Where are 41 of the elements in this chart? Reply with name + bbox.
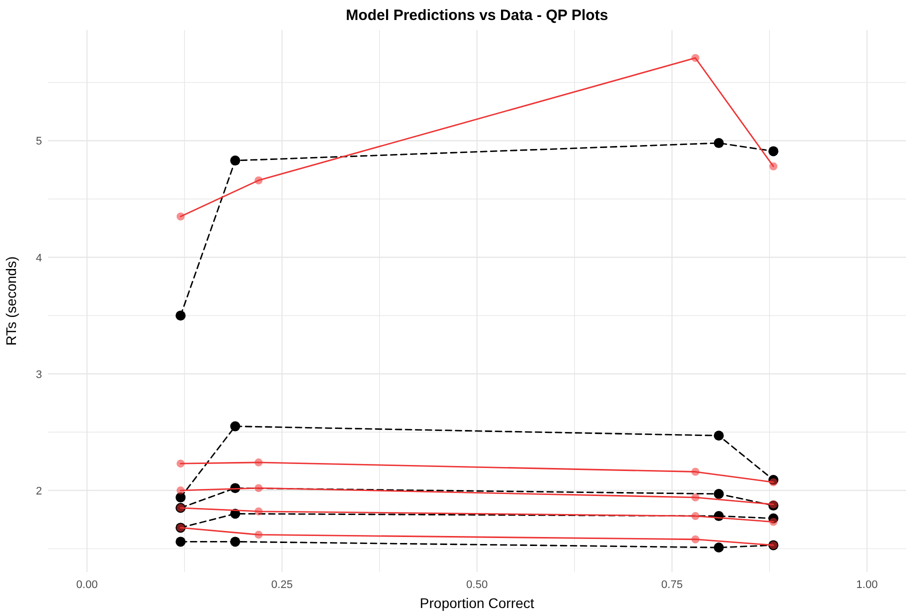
- point: [714, 488, 724, 499]
- x-tick-label: 0.50: [466, 579, 488, 591]
- y-tick-label: 3: [36, 368, 42, 381]
- point: [769, 478, 778, 486]
- x-tick-label: 0.25: [271, 579, 293, 591]
- point: [176, 310, 186, 321]
- point: [176, 536, 186, 547]
- y-axis-title: RTs (seconds): [3, 256, 19, 346]
- point: [714, 138, 724, 148]
- point: [176, 212, 185, 220]
- x-tick-label: 1.00: [856, 579, 878, 591]
- point: [176, 492, 186, 502]
- point: [714, 430, 724, 441]
- point: [768, 146, 778, 156]
- point: [254, 176, 263, 184]
- y-tick-label: 2: [36, 485, 42, 498]
- point: [691, 493, 700, 502]
- point: [769, 500, 778, 508]
- point: [769, 518, 778, 526]
- point: [691, 468, 700, 476]
- point: [691, 535, 700, 544]
- point: [230, 536, 240, 547]
- point: [254, 507, 263, 516]
- point: [768, 513, 778, 524]
- x-tick-label: 0.75: [661, 579, 683, 591]
- x-axis-title: Proportion Correct: [420, 595, 534, 611]
- point: [691, 512, 700, 520]
- point: [254, 484, 263, 492]
- chart-title: Model Predictions vs Data - QP Plots: [346, 7, 608, 24]
- point: [714, 542, 724, 553]
- point: [769, 162, 778, 170]
- point: [230, 421, 240, 432]
- point: [254, 530, 263, 539]
- y-tick-label: 5: [36, 136, 42, 148]
- x-tick-label: 0.00: [76, 579, 98, 591]
- point: [691, 54, 700, 62]
- y-tick-label: 4: [36, 252, 42, 264]
- point: [254, 458, 263, 466]
- point: [176, 486, 185, 494]
- point: [176, 460, 185, 468]
- point: [230, 156, 240, 166]
